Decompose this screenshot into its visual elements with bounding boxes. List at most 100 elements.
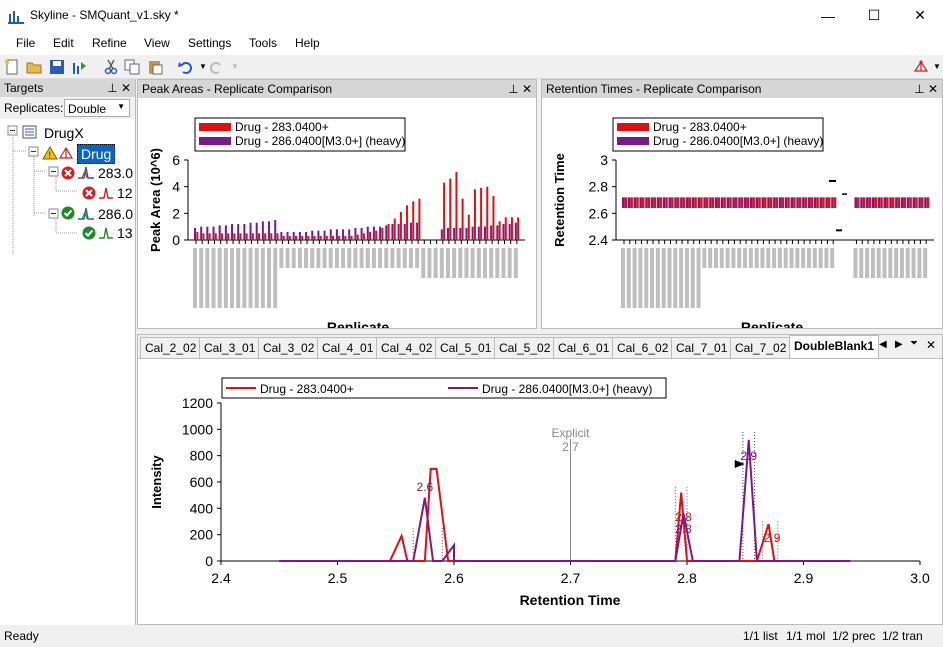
bar-heavy [465, 228, 468, 240]
undo-dropdown-icon[interactable]: ▼ [199, 62, 207, 71]
bar-light [504, 217, 507, 240]
rt-bar-light [764, 197, 767, 208]
tab-cal-5-02[interactable]: Cal_5_02 [494, 337, 556, 358]
panel-pin-close-icons[interactable]: ⊥ ✕ [914, 82, 938, 96]
precursor-2-label[interactable]: 286.0 [98, 206, 134, 222]
bar-heavy [194, 228, 196, 240]
rt-bar-heavy [900, 197, 904, 208]
bar-heavy [416, 222, 419, 240]
tab-close-icon[interactable]: ✕ [926, 338, 937, 352]
rt-bar-heavy [680, 197, 683, 208]
rt-bar-light [926, 197, 930, 208]
x-tick-label-block [748, 248, 753, 268]
x-tick-label-block [632, 248, 637, 308]
group-label[interactable]: DrugX [44, 125, 84, 141]
rt-bar-light [903, 197, 907, 208]
bar-light [276, 233, 279, 240]
x-tick-label-block [402, 248, 407, 268]
x-tick-label-block [888, 248, 893, 278]
rt-bar-light [647, 197, 651, 208]
tab-cal-3-01[interactable]: Cal_3_01 [199, 337, 261, 358]
tab-scroll-right-icon[interactable]: ▶ [895, 339, 903, 350]
open-folder-icon[interactable] [26, 59, 42, 75]
rt-bar-light [671, 197, 674, 208]
rt-bar-light [891, 197, 895, 208]
x-tick-label-block [795, 248, 800, 268]
tab-cal-4-02[interactable]: Cal_4_02 [376, 337, 438, 358]
maximize-button[interactable]: ☐ [867, 7, 881, 23]
x-tick-label-block [353, 248, 358, 268]
redo-icon[interactable] [208, 59, 224, 75]
rt-bar-heavy [819, 197, 823, 208]
new-file-icon[interactable] [4, 59, 20, 75]
close-button[interactable]: ✕ [914, 7, 926, 23]
molecule-label-selected[interactable]: Drug [77, 144, 116, 164]
rt-outlier [829, 180, 836, 182]
transition-1-label[interactable]: 12 [117, 185, 133, 201]
tab-cal-7-01[interactable]: Cal_7_01 [671, 337, 733, 358]
peak-areas-chart[interactable]: Drug - 283.0400+Drug - 286.0400[M3.0+] (… [138, 98, 536, 335]
tab-cal-6-01[interactable]: Cal_6_01 [553, 337, 615, 358]
redo-dropdown-icon[interactable]: ▼ [231, 62, 239, 71]
rt-bar-light [700, 197, 703, 208]
x-tick-label-block [334, 248, 339, 268]
rt-bar-light [682, 197, 686, 208]
x-tick-label-block [772, 248, 777, 268]
x-tick-label-block [650, 248, 655, 308]
minimize-button[interactable]: — [821, 7, 835, 24]
panel-pin-close-icons[interactable]: ⊥ ✕ [508, 82, 532, 96]
panel-pin-close-icons[interactable]: ⊥ ✕ [107, 81, 131, 95]
rt-bar-light [833, 197, 837, 208]
tab-doubleblank1[interactable]: DoubleBlank1 [789, 335, 880, 358]
molecule-structure-icon [58, 146, 74, 163]
replicates-select[interactable]: Double ▼ [64, 99, 130, 117]
rt-bar-heavy [924, 197, 927, 208]
x-tick-label-block [507, 248, 512, 278]
tab-scroll-left-icon[interactable]: ◀ [879, 339, 887, 350]
bar-light [319, 236, 322, 240]
copy-icon[interactable] [124, 59, 140, 75]
bar-light [369, 232, 372, 240]
tab-cal-7-02[interactable]: Cal_7_02 [730, 337, 792, 358]
x-tick-label-block [513, 248, 518, 278]
window-title: Skyline - SMQuant_v1.sky * [30, 8, 179, 22]
bar-light [264, 233, 267, 240]
bar-light [227, 233, 230, 240]
bar-light [245, 233, 248, 240]
transition-2-label[interactable]: 13 [117, 225, 133, 241]
tab-cal-2-02[interactable]: Cal_2_02 [140, 337, 202, 358]
cut-icon[interactable] [103, 59, 119, 75]
tab-cal-3-02[interactable]: Cal_3_02 [258, 337, 320, 358]
tab-cal-5-01[interactable]: Cal_5_01 [435, 337, 497, 358]
legend-label: Drug - 283.0400+ [653, 120, 747, 134]
tab-list-icon[interactable]: ⏷ [910, 338, 918, 349]
menu-tools[interactable]: Tools [249, 36, 278, 50]
menu-refine[interactable]: Refine [92, 36, 127, 50]
menu-help[interactable]: Help [295, 36, 320, 50]
legend-label: Drug - 283.0400+ [260, 382, 354, 396]
bar-light [307, 236, 310, 240]
x-tick-label-block [501, 248, 506, 278]
rt-bar-light [775, 197, 779, 208]
import-icon[interactable] [72, 59, 88, 75]
menu-edit[interactable]: Edit [53, 36, 74, 50]
menu-file[interactable]: File [16, 36, 36, 50]
retention-times-chart[interactable]: Drug - 283.0400+Drug - 286.0400[M3.0+] (… [542, 98, 942, 335]
bar-heavy [342, 229, 345, 240]
undo-icon[interactable] [178, 59, 194, 75]
molecule-icon[interactable] [913, 59, 929, 75]
save-icon[interactable] [49, 59, 65, 75]
rt-bar-heavy [778, 197, 782, 208]
tab-cal-4-01[interactable]: Cal_4_01 [317, 337, 379, 358]
chromatogram-chart[interactable]: Drug - 283.0400+ Drug - 286.0400[M3.0+] (… [138, 359, 942, 624]
x-tick-label-block [661, 248, 666, 308]
menu-settings[interactable]: Settings [188, 36, 232, 50]
molecule-dropdown-icon[interactable]: ▼ [933, 62, 941, 71]
rt-bar-heavy [802, 197, 805, 208]
precursor-1-label[interactable]: 283.0 [98, 165, 134, 181]
paste-icon[interactable] [147, 59, 163, 75]
peak-annotation: Explicit [551, 426, 590, 440]
bar-light [486, 186, 489, 240]
menu-view[interactable]: View [144, 36, 170, 50]
tab-cal-6-02[interactable]: Cal_6_02 [612, 337, 674, 358]
